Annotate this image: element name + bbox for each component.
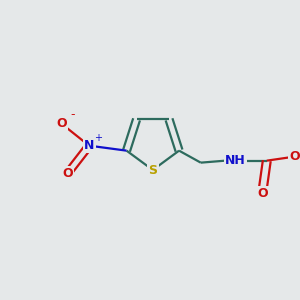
Text: O: O: [62, 167, 73, 180]
Text: N: N: [84, 139, 94, 152]
Text: -: -: [70, 108, 75, 121]
Text: O: O: [56, 117, 67, 130]
Text: NH: NH: [225, 154, 246, 167]
Text: O: O: [257, 187, 268, 200]
Text: S: S: [148, 164, 157, 176]
Text: +: +: [94, 133, 102, 143]
Text: O: O: [289, 150, 300, 163]
